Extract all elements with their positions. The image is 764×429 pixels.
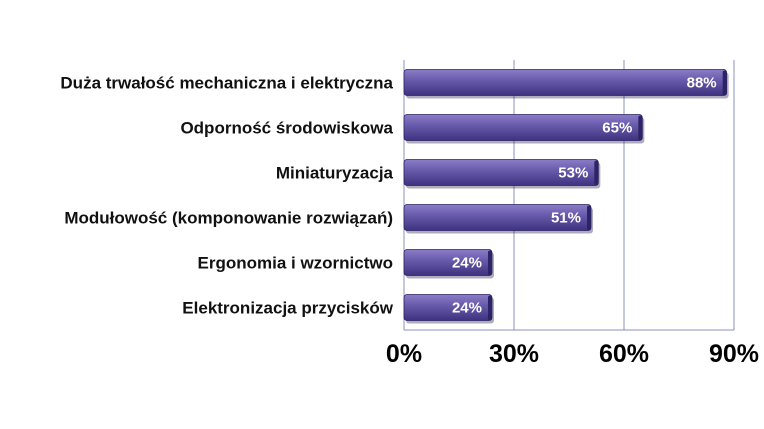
x-tick-label: 90% xyxy=(709,340,759,368)
bar-end-cap xyxy=(638,115,643,141)
bar xyxy=(403,69,728,96)
plot-area xyxy=(403,60,734,331)
x-tick-label: 60% xyxy=(599,340,649,368)
x-tick-label: 0% xyxy=(386,340,422,368)
category-label: Duża trwałość mechaniczna i elektryczna xyxy=(60,74,393,93)
category-label: Ergonomia i wzornictwo xyxy=(197,254,393,273)
category-labels: Duża trwałość mechaniczna i elektryczna O… xyxy=(60,74,393,318)
bar-end-cap xyxy=(722,70,727,96)
x-tick-labels: 0% 30% 60% 90% xyxy=(386,340,759,368)
bar-end-cap xyxy=(488,295,492,321)
bar-value-label: 88% xyxy=(687,75,717,92)
category-label: Miniaturyzacja xyxy=(276,164,394,183)
bar-value-label: 24% xyxy=(452,255,482,272)
category-label: Elektronizacja przycisków xyxy=(182,299,393,318)
bars: 88% 65% 53% 51% 24% 24% xyxy=(403,69,729,324)
category-label: Odporność środowiskowa xyxy=(180,119,393,138)
x-tick-label: 30% xyxy=(489,340,539,368)
gridlines xyxy=(513,60,735,330)
bar-end-cap xyxy=(587,205,591,231)
bar-value-label: 24% xyxy=(452,300,482,317)
bar-value-label: 51% xyxy=(551,210,581,227)
category-label: Modułowość (komponowanie rozwiązań) xyxy=(64,209,393,228)
bar-value-label: 53% xyxy=(558,165,588,182)
bar-value-label: 65% xyxy=(602,120,632,137)
bar-end-cap xyxy=(594,160,599,186)
bar-end-cap xyxy=(488,250,492,276)
